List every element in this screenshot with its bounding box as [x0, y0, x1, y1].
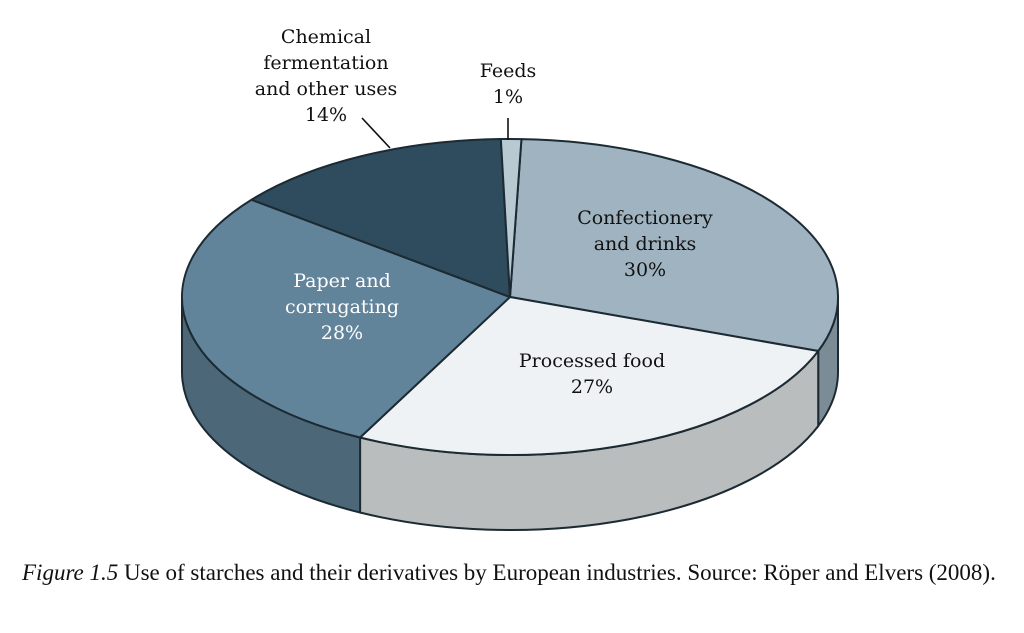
slice-label-2: Paper and corrugating 28%	[285, 270, 399, 344]
caption-text: Use of starches and their derivatives by…	[118, 560, 996, 585]
leader-lines	[361, 117, 509, 149]
slice-label-3: Chemical fermentation and other uses 14%	[255, 26, 397, 126]
pie-slice-4	[499, 138, 523, 298]
slice-name-0-0: Confectionery	[577, 207, 713, 229]
slice-name-3-2: and other uses	[255, 78, 397, 100]
pie-top-faces	[181, 138, 839, 456]
caption-label: Figure 1.5	[22, 560, 119, 585]
slice-name-1-0: Processed food	[519, 350, 665, 372]
slice-label-4: Feeds 1%	[480, 60, 537, 108]
pie-chart: Confectionery and drinks 30% Processed food…	[181, 26, 839, 531]
pie-slice-1	[359, 296, 820, 456]
pie-slice-2	[181, 198, 511, 439]
slice-value-3: 14%	[305, 104, 347, 126]
slice-label-1: Processed food 27%	[519, 350, 665, 398]
slice-value-2: 28%	[321, 322, 363, 344]
slice-value-4: 1%	[493, 86, 523, 108]
pie-slice-3	[250, 138, 511, 298]
slice-name-0-1: and drinks	[594, 233, 697, 255]
figure-caption: Figure 1.5 Use of starches and their der…	[22, 558, 1012, 587]
leader-line-3	[361, 117, 391, 149]
slice-name-3-1: fermentation	[263, 52, 388, 74]
slice-name-2-1: corrugating	[285, 296, 399, 318]
slice-value-1: 27%	[571, 376, 613, 398]
slice-name-3-0: Chemical	[281, 26, 371, 48]
slice-value-0: 30%	[624, 259, 666, 281]
slice-name-2-0: Paper and	[293, 270, 391, 292]
slice-labels: Confectionery and drinks 30% Processed food…	[255, 26, 713, 398]
pie-slice-0	[509, 138, 839, 353]
slice-label-0: Confectionery and drinks 30%	[577, 207, 713, 281]
slice-name-4-0: Feeds	[480, 60, 537, 82]
